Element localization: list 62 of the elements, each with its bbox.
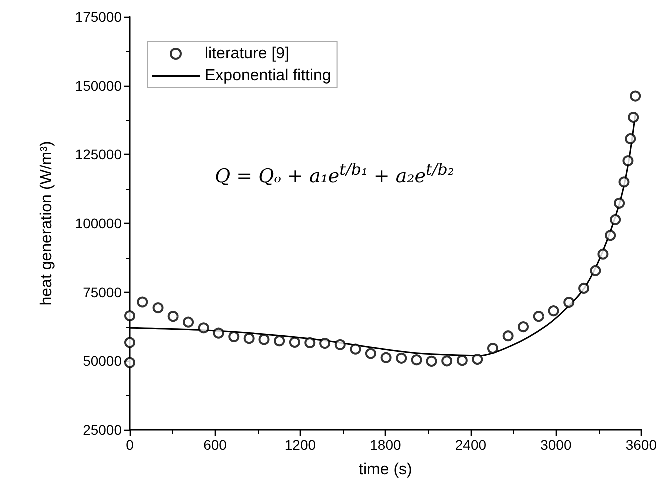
x-axis-title: time (s) (359, 462, 412, 478)
y-tick-label: 150000 (75, 78, 122, 94)
point (289, 336, 300, 348)
point (590, 265, 602, 276)
point (622, 156, 634, 166)
point (152, 302, 164, 314)
y-axis-title: heat generation (W/m³) (38, 141, 56, 306)
point (304, 337, 316, 348)
point (502, 330, 514, 342)
legend-label: Exponential fitting (205, 68, 332, 84)
point (124, 357, 136, 368)
point (258, 334, 270, 346)
point (396, 352, 408, 364)
point (548, 306, 560, 317)
point (244, 333, 255, 344)
point (518, 322, 530, 333)
point (124, 310, 136, 322)
point (168, 311, 179, 322)
point (442, 356, 453, 367)
point (228, 331, 240, 342)
point (564, 297, 575, 308)
x-tick-label: 0 (126, 437, 134, 453)
point (472, 354, 484, 366)
y-tick-label: 25000 (83, 422, 122, 438)
point (350, 344, 362, 355)
point (456, 355, 468, 366)
point (598, 248, 609, 260)
point (630, 90, 642, 102)
point (183, 316, 194, 328)
point (426, 356, 438, 367)
x-tick-label: 1200 (284, 437, 316, 453)
x-tick-label: 2400 (455, 437, 487, 453)
point (533, 311, 544, 322)
point (137, 296, 148, 308)
x-tick-label: 600 (204, 437, 228, 453)
annotation: Q = Qₒ + a₁e$^{t/b₁}$ + a₂e$^{t/b₂}$ (215, 160, 454, 188)
x-tick-label: 1800 (370, 437, 402, 453)
point (124, 337, 136, 348)
point (625, 133, 636, 144)
y-tick-label: 50000 (83, 353, 122, 370)
point (628, 112, 640, 123)
point (578, 282, 590, 294)
y-tick-label: 125000 (75, 146, 122, 163)
point (614, 198, 626, 209)
point (411, 354, 422, 366)
legend-label: literature [9] (205, 46, 290, 62)
point (618, 176, 630, 188)
point (365, 348, 376, 360)
point (334, 339, 346, 350)
point (198, 322, 210, 334)
y-tick-label: 100000 (75, 216, 122, 232)
point (605, 230, 616, 242)
point (274, 336, 286, 347)
point (320, 338, 331, 350)
x-tick-label: 3600 (626, 437, 658, 453)
point (487, 343, 498, 354)
y-tick-label: 175000 (75, 9, 122, 25)
y-tick-label: 75000 (83, 284, 122, 300)
point (380, 352, 392, 364)
point (213, 328, 224, 339)
x-tick-label: 3000 (540, 437, 572, 453)
point (610, 214, 622, 226)
